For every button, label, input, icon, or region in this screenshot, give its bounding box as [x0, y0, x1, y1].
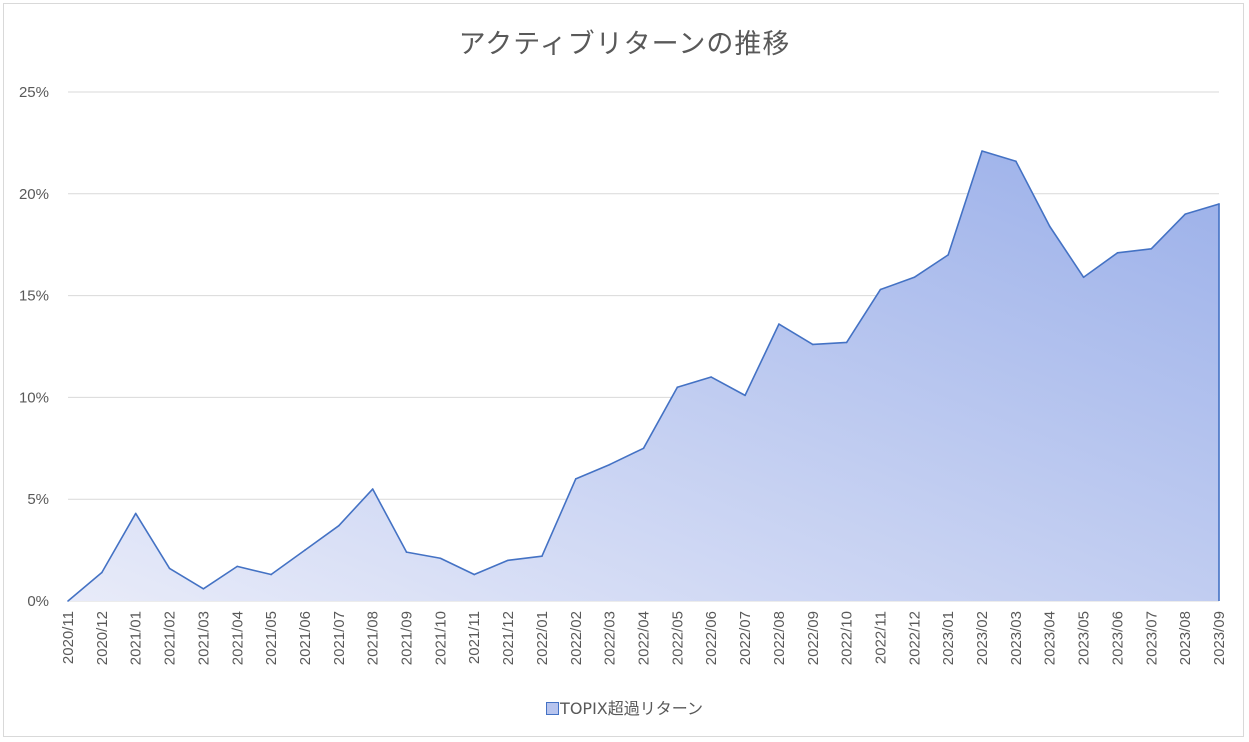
data-point [67, 600, 69, 602]
x-tick-label: 2022/07 [737, 611, 754, 665]
data-point [507, 559, 509, 562]
x-tick-label: 2021/06 [297, 611, 314, 665]
data-point [913, 276, 916, 279]
x-tick-label: 2021/10 [432, 611, 449, 665]
data-point [1184, 213, 1186, 215]
x-tick-label: 2022/04 [636, 611, 653, 665]
data-point [642, 447, 645, 450]
x-tick-label: 2021/04 [229, 611, 246, 665]
data-point [1150, 247, 1153, 250]
data-point [202, 587, 205, 590]
x-tick-label: 2023/06 [1109, 611, 1126, 665]
data-point [236, 565, 239, 568]
data-point [1116, 252, 1119, 254]
x-tick-label: 2020/12 [94, 611, 111, 665]
x-tick-label: 2022/08 [771, 611, 788, 665]
x-tick-label: 2021/01 [128, 611, 145, 665]
x-tick-label: 2023/07 [1143, 611, 1160, 665]
x-tick-label: 2020/11 [60, 611, 77, 664]
data-point [811, 343, 814, 346]
data-point [101, 571, 103, 574]
x-tick-label: 2023/01 [940, 611, 957, 665]
x-tick-label: 2021/03 [195, 611, 212, 665]
x-tick-label: 2022/10 [839, 611, 856, 665]
x-tick-label: 2023/04 [1042, 611, 1059, 665]
data-point [338, 524, 340, 527]
y-tick-label: 20% [19, 186, 49, 203]
y-tick-label: 0% [27, 593, 49, 610]
x-tick-label: 2021/12 [500, 611, 517, 665]
data-point [473, 573, 476, 576]
data-point [541, 555, 543, 558]
x-tick-label: 2023/05 [1076, 611, 1093, 665]
data-point [845, 341, 848, 344]
data-point [134, 512, 137, 515]
data-point [879, 288, 882, 291]
x-tick-label: 2021/09 [399, 611, 416, 665]
x-tick-label: 2022/11 [872, 611, 889, 664]
x-tick-label: 2022/01 [534, 611, 551, 665]
data-point [270, 573, 272, 576]
legend-swatch [546, 702, 560, 715]
y-tick-label: 25% [19, 84, 49, 101]
x-tick-label: 2021/05 [263, 611, 280, 665]
data-point [1082, 276, 1085, 279]
data-point [778, 323, 780, 325]
x-tick-label: 2021/02 [162, 611, 179, 665]
data-point [371, 488, 374, 490]
x-tick-label: 2022/02 [568, 611, 585, 665]
data-point [304, 549, 306, 551]
data-point [608, 463, 611, 466]
x-tick-label: 2022/05 [669, 611, 686, 665]
y-tick-label: 15% [19, 288, 49, 305]
y-tick-label: 5% [27, 491, 49, 508]
data-point [574, 478, 577, 480]
x-tick-label: 2023/09 [1211, 611, 1228, 665]
x-tick-label: 2022/12 [906, 611, 923, 665]
data-point [744, 394, 746, 397]
x-tick-label: 2023/03 [1008, 611, 1025, 665]
x-tick-label: 2021/07 [331, 611, 348, 665]
data-point [710, 376, 713, 378]
x-tick-label: 2021/11 [466, 611, 483, 664]
data-point [1218, 203, 1220, 205]
area-fill [68, 151, 1219, 602]
legend-label: TOPIX超過リターン [560, 699, 703, 718]
y-tick-label: 10% [19, 389, 49, 406]
x-tick-label: 2022/06 [703, 611, 720, 665]
x-tick-label: 2022/03 [602, 611, 619, 665]
data-point [947, 254, 949, 256]
data-point [676, 386, 679, 389]
chart-title: アクティブリターンの推移 [458, 29, 791, 60]
legend: TOPIX超過リターン [0, 695, 1249, 719]
x-tick-label: 2023/02 [974, 611, 991, 665]
series-line [67, 150, 1220, 602]
x-tick-label: 2023/08 [1177, 611, 1194, 665]
x-tick-label: 2021/08 [365, 611, 382, 665]
data-point [981, 150, 983, 152]
data-point [439, 557, 442, 560]
data-point [168, 567, 171, 570]
data-point [405, 551, 408, 553]
data-point [1048, 225, 1051, 228]
data-point [1015, 160, 1017, 163]
x-tick-label: 2022/09 [805, 611, 822, 665]
